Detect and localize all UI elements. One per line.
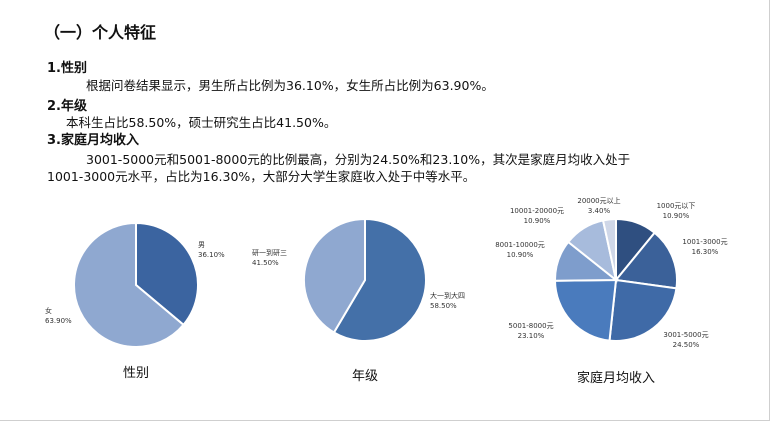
pie-slice — [553, 278, 618, 342]
slice-label: 3001-5000元 24.50% — [663, 331, 708, 349]
pie-slice — [73, 221, 185, 348]
pie-chart-2: 大一到大四 58.50% 研一到研三 41.50% 年级 — [252, 217, 465, 384]
slice-label: 1001-3000元 16.30% — [682, 238, 727, 256]
paragraph-gender: 根据问卷结果显示，男生所占比例为36.10%，女生所占比例为63.90%。 — [86, 78, 494, 93]
section-title: （一）个人特征 — [44, 23, 157, 42]
slice-label: 8001-10000元 10.90% — [495, 241, 545, 259]
pie-chart-1: 男 36.10% 女 63.90% 性别 — [45, 221, 225, 381]
heading-income: 3.家庭月均收入 — [47, 133, 139, 148]
pie-chart-3: 1000元以下 10.90% 1001-3000元 16.30% 3001-5000元 2… — [495, 196, 727, 386]
chart-title: 家庭月均收入 — [577, 370, 655, 386]
pie-slice — [601, 217, 617, 281]
paragraph-income-line2: 1001-3000元水平，占比为16.30%，大部分大学生家庭收入处于中等水平。 — [47, 169, 476, 184]
paragraph-grade: 本科生占比58.50%，硕士研究生占比41.50%。 — [66, 115, 337, 130]
slice-label: 10001-20000元 10.90% — [510, 207, 564, 225]
pie-slice — [608, 278, 678, 342]
slice-label: 20000元以上 3.40% — [577, 196, 620, 215]
pie-slice — [332, 217, 427, 342]
chart-title: 年级 — [352, 369, 378, 384]
slice-label: 男 36.10% — [198, 241, 225, 259]
slide-frame — [0, 0, 770, 421]
pie-slice — [614, 231, 678, 290]
pie-slice — [302, 217, 366, 334]
heading-gender: 1.性别 — [47, 61, 87, 76]
slice-label: 大一到大四 58.50% — [430, 291, 465, 310]
heading-grade: 2.年级 — [47, 99, 87, 114]
slice-label: 女 63.90% — [45, 306, 72, 325]
chart-title: 性别 — [123, 366, 149, 381]
slice-label: 1000元以下 10.90% — [657, 202, 696, 220]
slice-label: 5001-8000元 23.10% — [508, 322, 553, 340]
paragraph-income-line1: 3001-5000元和5001-8000元的比例最高，分别为24.50%和23.… — [86, 152, 631, 167]
pie-slice — [135, 221, 199, 327]
slice-label: 研一到研三 41.50% — [252, 249, 287, 267]
